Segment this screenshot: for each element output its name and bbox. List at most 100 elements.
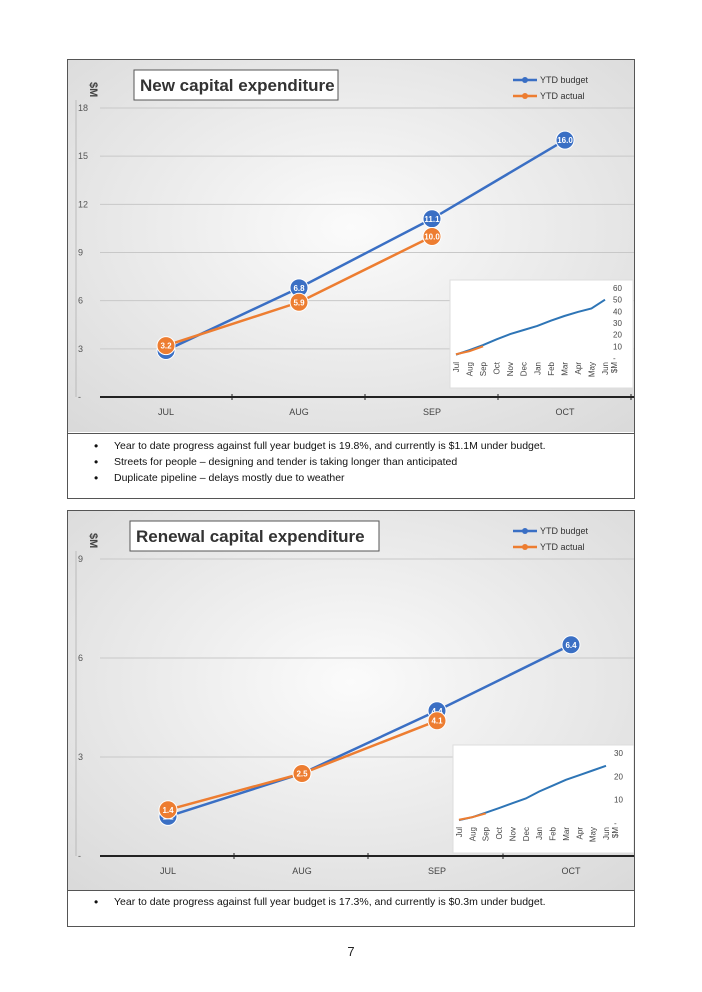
notes-list: Year to date progress against full year …	[68, 434, 634, 490]
data-point	[156, 336, 176, 356]
chart-new-capex: - 3 6 9 12 15 18 JUL AUG SEP OCT $M New capital expe…	[68, 60, 634, 432]
data-label: 10.0	[424, 232, 440, 241]
note-item: Duplicate pipeline – delays mostly due t…	[94, 470, 634, 486]
inset-x-tick-label: Jul	[455, 827, 464, 837]
y-tick-label: 12	[78, 199, 88, 209]
y-tick-label: 9	[78, 248, 83, 258]
legend-swatch-marker	[522, 93, 528, 99]
inset-x-tick-label: Nov	[506, 362, 515, 376]
data-point	[561, 635, 581, 655]
notes-box: Year to date progress against full year …	[68, 890, 634, 926]
note-item: Year to date progress against full year …	[94, 438, 634, 454]
chart-panel-renewal-capex: - 3 6 9 JUL AUG SEP OCT $M Renewal capital expend…	[67, 510, 635, 927]
chart-svg: - 3 6 9 JUL AUG SEP OCT $M Renewal capital expend…	[68, 511, 634, 891]
data-point	[158, 800, 178, 820]
page-number: 7	[347, 944, 355, 959]
inset-y-tick-label: 30	[613, 319, 622, 328]
inset-y-tick-label: 10	[613, 342, 622, 351]
data-label: 6.4	[565, 641, 577, 650]
chart-renewal-capex: - 3 6 9 JUL AUG SEP OCT $M Renewal capital expend…	[68, 511, 634, 891]
inset-y-tick-label: 30	[614, 749, 623, 758]
x-tick-label: JUL	[160, 866, 176, 876]
inset-y-axis-label: $M	[610, 362, 619, 373]
inset-y-tick-label: 20	[614, 772, 623, 781]
y-tick-label: 6	[78, 653, 83, 663]
chart-svg: - 3 6 9 12 15 18 JUL AUG SEP OCT $M New capital expe…	[68, 60, 634, 432]
inset-x-tick-label: Nov	[508, 827, 517, 841]
inset-x-tick-label: Sep	[479, 361, 488, 376]
data-point	[427, 711, 447, 731]
legend-label: YTD actual	[540, 542, 585, 552]
x-tick-label: AUG	[289, 407, 309, 417]
y-tick-label: 3	[78, 344, 83, 354]
inset-x-tick-label: Feb	[549, 826, 558, 840]
x-tick-label: JUL	[158, 407, 174, 417]
data-label: 6.8	[293, 284, 305, 293]
inset-x-tick-label: Jan	[535, 827, 544, 840]
data-label: 1.4	[162, 806, 174, 815]
y-axis-label: $M	[87, 533, 99, 548]
data-label: 4.1	[431, 717, 443, 726]
inset-x-tick-label: Oct	[493, 361, 502, 374]
series-line	[165, 139, 566, 352]
inset-y-axis-label: $M	[611, 827, 620, 838]
inset-y-tick-label: 20	[613, 331, 622, 340]
y-tick-label: -	[78, 392, 81, 402]
y-axis-label: $M	[87, 82, 99, 97]
y-tick-label: 3	[78, 752, 83, 762]
inset-x-tick-label: Jan	[533, 362, 542, 375]
legend-label: YTD budget	[540, 526, 589, 536]
inset-series-line	[455, 298, 606, 356]
data-label: 3.2	[160, 342, 172, 351]
inset-x-tick-label: Mar	[562, 827, 571, 841]
chart-title: Renewal capital expenditure	[136, 527, 365, 546]
x-tick-label: SEP	[423, 407, 441, 417]
note-item: Year to date progress against full year …	[94, 894, 634, 910]
y-tick-label: 15	[78, 151, 88, 161]
inset-x-tick-label: Apr	[575, 827, 584, 840]
inset-x-tick-label: Jun	[601, 362, 610, 375]
inset-x-tick-label: Oct	[495, 826, 504, 839]
inset-x-tick-label: Apr	[574, 362, 583, 375]
inset-chart-background	[452, 744, 634, 854]
inset-x-tick-label: Sep	[482, 826, 491, 841]
inset-x-tick-label: Jun	[602, 827, 611, 840]
inset-y-tick-label: 50	[613, 296, 622, 305]
notes-box: Year to date progress against full year …	[68, 433, 634, 498]
data-label: 2.5	[296, 770, 308, 779]
inset-y-tick-label: -	[613, 354, 616, 363]
inset-x-tick-label: May	[587, 362, 596, 377]
inset-x-tick-label: Mar	[560, 362, 569, 376]
inset-y-tick-label: -	[614, 819, 617, 828]
chart-title: New capital expenditure	[140, 76, 335, 95]
inset-series-line	[455, 345, 484, 356]
data-point	[422, 226, 442, 246]
data-label: 16.0	[557, 136, 573, 145]
inset-x-tick-label: Feb	[547, 361, 556, 375]
data-label: 5.9	[293, 298, 305, 307]
inset-x-tick-label: Jul	[452, 362, 461, 372]
title-box	[129, 520, 380, 552]
inset-x-tick-label: Dec	[520, 362, 529, 376]
note-item: Streets for people – designing and tende…	[94, 454, 634, 470]
inset-x-tick-label: Dec	[522, 827, 531, 841]
data-point	[292, 764, 312, 783]
y-tick-label: 18	[78, 103, 88, 113]
x-tick-label: SEP	[428, 866, 446, 876]
notes-list: Year to date progress against full year …	[68, 891, 634, 914]
title-box	[133, 69, 339, 101]
data-point	[289, 292, 309, 312]
inset-x-tick-label: Aug	[468, 827, 477, 841]
series-line	[167, 643, 572, 818]
y-tick-label: 9	[78, 554, 83, 564]
y-tick-label: -	[78, 851, 81, 861]
legend-label: YTD budget	[540, 75, 589, 85]
inset-x-tick-label: Aug	[466, 362, 475, 376]
y-tick-label: 6	[78, 296, 83, 306]
inset-x-tick-label: May	[589, 827, 598, 842]
x-tick-label: AUG	[292, 866, 312, 876]
x-tick-label: OCT	[556, 407, 576, 417]
data-point	[555, 130, 575, 150]
legend-label: YTD actual	[540, 91, 585, 101]
inset-chart-background	[449, 279, 634, 389]
